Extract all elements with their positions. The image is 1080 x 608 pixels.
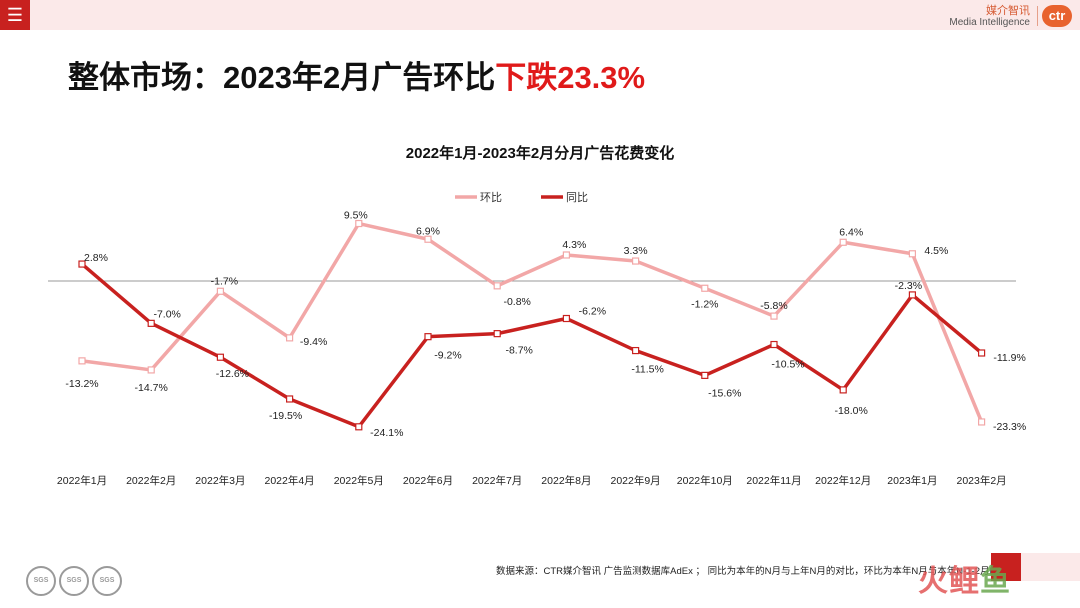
data-source-note: 数据来源：CTR媒介智讯 广告监测数据库AdEx ； 同比为本年的N月与上年N月… [496,566,1018,577]
data-point [424,235,432,243]
page-title-prefix: 整体市场：2023年2月广告环比 [68,60,496,95]
data-label: 2.8% [84,252,108,264]
data-point [977,349,986,357]
x-tick-label: 2022年1月 [57,474,107,487]
data-label: -10.5% [771,359,804,371]
data-point [770,312,778,320]
brand-cn: 媒介智讯 [986,5,1030,17]
data-label: -9.4% [300,336,327,348]
data-point [147,319,155,327]
data-label: -18.0% [835,405,868,417]
data-label: -12.6% [216,368,249,380]
brand-en: Media Intelligence [949,17,1030,28]
data-label: -1.7% [211,275,238,287]
x-tick-label: 2022年10月 [677,474,733,487]
data-label: -9.2% [434,350,461,362]
data-point [977,418,986,426]
data-point [216,287,224,295]
x-tick-label: 2022年6月 [403,474,453,487]
data-point [424,333,432,341]
x-tick-label: 2022年12月 [815,474,871,487]
sgs-badge-icon: SGS [59,566,89,596]
data-label: -14.7% [135,382,168,394]
sgs-badge-icon: SGS [26,566,56,596]
data-point [286,334,294,342]
data-label: -5.8% [760,300,787,312]
data-point [216,353,224,361]
x-tick-label: 2022年3月 [195,474,245,487]
data-point [631,346,640,355]
ctr-logo: ctr [1042,5,1072,27]
corner-red-block [991,553,1021,581]
data-label: -19.5% [269,410,302,422]
data-point [355,423,363,431]
page-title-highlight: 下跌23.3% [495,60,646,95]
data-point [701,284,709,292]
series-line-tongbi [80,262,983,429]
data-point [701,371,709,379]
menu-icon[interactable]: ☰ [0,0,30,30]
chart-title: 2022年1月-2023年2月分月广告花费变化 [405,145,675,162]
data-label: -0.8% [503,296,530,308]
x-tick-label: 2023年1月 [887,474,937,487]
data-label: -15.6% [708,387,741,399]
x-tick-label: 2022年5月 [334,474,384,487]
watermark-char-a: 火 [918,565,949,598]
page-title: 整体市场：2023年2月广告环比下跌23.3% [68,52,645,97]
data-point [355,219,363,228]
x-tick-label: 2022年7月 [472,474,522,487]
brand-text: 媒介智讯 Media Intelligence [949,6,1030,29]
sgs-badge-icon: SGS [92,566,122,596]
data-point [147,366,155,374]
watermark-char-b: 鲤 [949,565,980,598]
data-point [770,340,778,349]
watermark: 火鲤鱼 [918,556,1011,600]
data-label: 3.3% [624,245,648,257]
data-point [839,238,847,246]
legend-label: 同比 [566,191,588,204]
data-point [908,291,917,299]
data-label: -11.9% [993,352,1026,364]
line-chart: 环比 同比 -13.2% -14.7% -1.7% -9.4% 9.5% 6.9% -0.8% 4… [48,191,1026,487]
data-point [78,357,86,365]
x-tick-label: 2023年2月 [956,474,1006,487]
brand-divider [1037,6,1038,26]
x-tick-label: 2022年11月 [746,474,801,487]
data-point [839,386,847,394]
series-line-huanbi [81,221,984,423]
data-label: 6.9% [416,225,440,237]
data-point [562,314,571,323]
data-label: -23.3% [993,421,1026,433]
data-label: -7.0% [153,308,180,320]
data-point [493,282,501,290]
data-point [286,395,294,403]
x-tick-label: 2022年8月 [541,474,591,487]
data-label: -2.3% [895,280,922,292]
data-label: -1.2% [691,298,718,310]
data-point [908,250,917,258]
data-point [631,257,640,265]
top-bar [0,0,1080,30]
certification-badges: SGS SGS SGS [26,566,122,596]
x-tick-label: 2022年9月 [610,474,660,487]
x-tick-label: 2022年4月 [264,474,314,487]
data-label: -24.1% [370,427,403,439]
data-label: 6.4% [839,226,863,238]
data-label: -6.2% [579,306,606,318]
watermark-char-c: 鱼 [980,565,1011,598]
data-label: 9.5% [344,210,368,222]
data-point [493,330,501,338]
legend-label: 环比 [480,191,502,204]
data-point [562,251,571,259]
x-tick-label: 2022年2月 [126,474,176,487]
corner-pink-block [1021,553,1080,581]
data-label: -11.5% [631,364,664,376]
data-point [78,260,86,268]
data-label: 4.5% [924,245,948,257]
data-label: -13.2% [65,378,98,390]
data-label: -8.7% [505,345,532,357]
data-label: 4.3% [562,239,586,251]
